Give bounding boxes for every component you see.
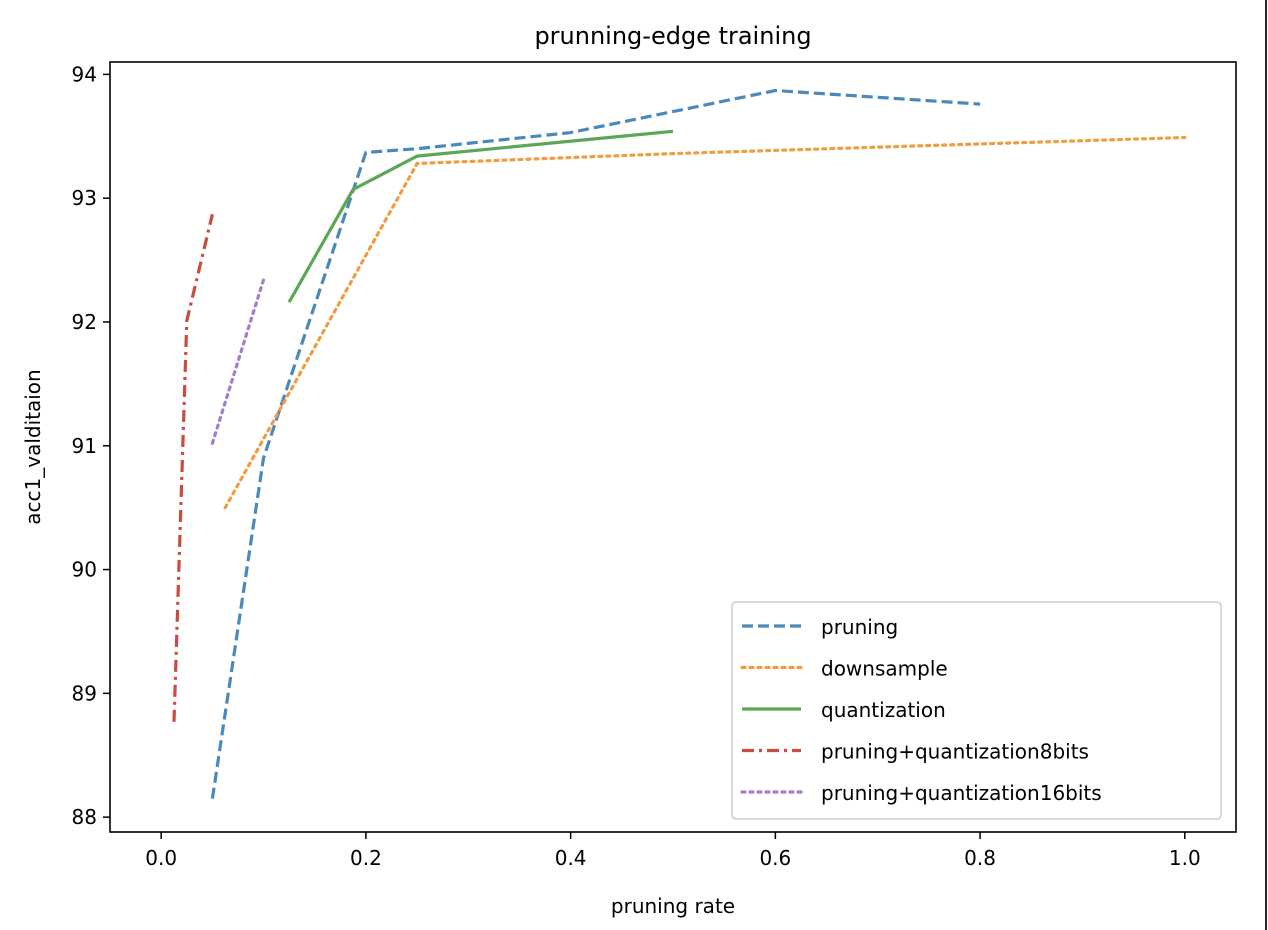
x-tick-label: 0.8 <box>964 846 996 870</box>
legend-label: pruning+quantization8bits <box>821 740 1089 764</box>
series-line-1 <box>210 88 981 799</box>
series-line-5 <box>210 278 266 445</box>
legend: pruning downsample quantization pruning+qua… <box>731 601 1222 820</box>
y-axis-label: acc1_valditaion <box>21 369 45 524</box>
y-tick-label: 89 <box>72 681 97 705</box>
y-tick-label: 93 <box>72 186 97 210</box>
legend-label: downsample <box>821 657 948 681</box>
series-line-4 <box>172 213 214 722</box>
legend-label: pruning+quantization16bits <box>821 781 1102 805</box>
series-line-3 <box>287 129 674 303</box>
legend-label: pruning <box>821 615 898 639</box>
x-tick-label: 1.0 <box>1169 846 1201 870</box>
y-tick-label: 90 <box>72 558 97 582</box>
y-tick-label: 92 <box>72 310 97 334</box>
legend-label: quantization <box>821 698 946 722</box>
x-tick-label: 0.2 <box>350 846 382 870</box>
series-line-2 <box>223 135 1187 510</box>
x-tick-label: 0.0 <box>145 846 177 870</box>
x-axis: 0.0 0.2 0.4 0.6 0.8 1.0 <box>145 832 1201 870</box>
x-tick-label: 0.6 <box>759 846 791 870</box>
y-tick-label: 94 <box>72 62 97 86</box>
series-layer <box>172 88 1187 799</box>
plot-frame <box>109 61 1237 833</box>
chart-title: prunning-edge training <box>534 22 811 50</box>
y-tick-label: 88 <box>72 805 97 829</box>
x-axis-label: pruning rate <box>611 894 735 918</box>
legend-box <box>731 601 1222 820</box>
y-tick-label: 91 <box>72 434 97 458</box>
y-axis: 88 89 90 91 92 93 94 <box>72 62 110 829</box>
window-edge-divider <box>1265 0 1267 930</box>
x-tick-label: 0.4 <box>555 846 587 870</box>
